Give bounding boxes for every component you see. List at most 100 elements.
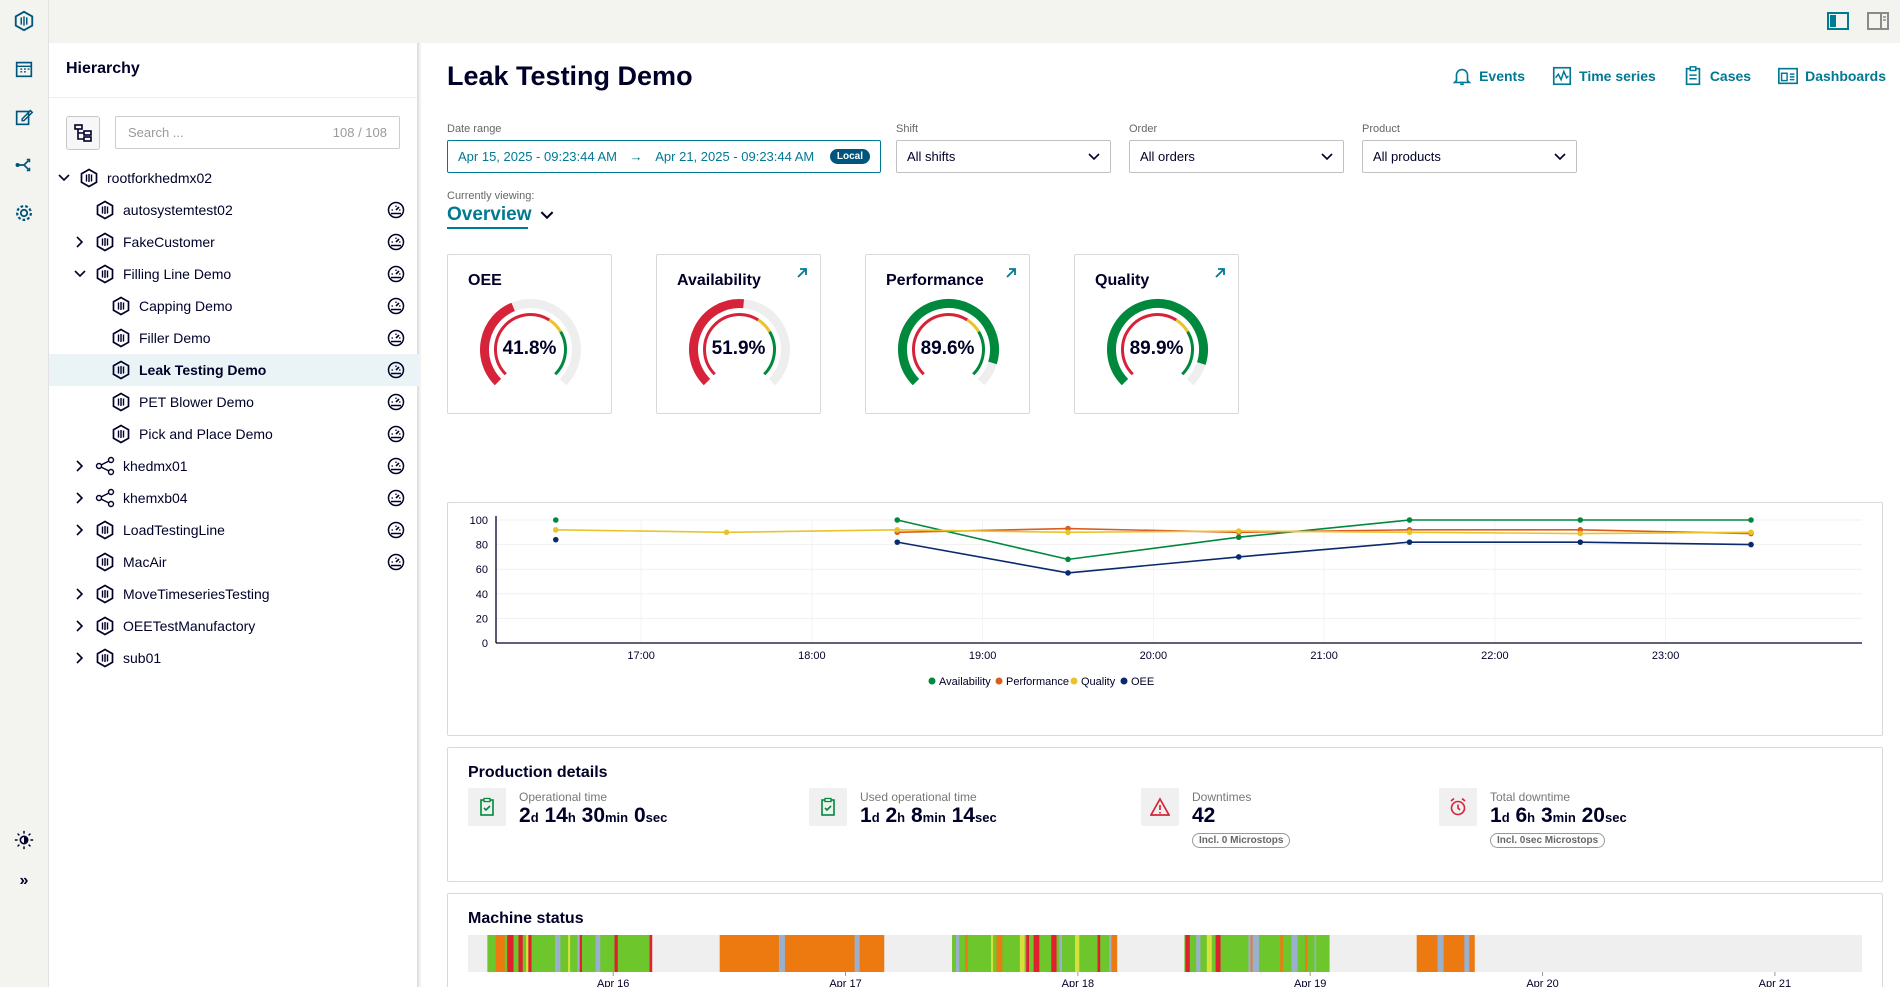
data-point-availability (552, 517, 559, 523)
data-point-oee (552, 536, 559, 543)
stat-number: 6 (1515, 804, 1528, 827)
dashboard-gauge-icon[interactable] (387, 457, 405, 475)
date-range-picker[interactable]: Apr 15, 2025 - 09:23:44 AM → Apr 21, 202… (447, 140, 881, 173)
edit-icon[interactable] (12, 105, 36, 129)
chevron-right-icon[interactable] (73, 651, 87, 665)
status-stripe (1111, 935, 1118, 972)
expand-rail-icon[interactable]: » (19, 872, 29, 889)
tree-node[interactable]: Capping Demo (49, 290, 419, 322)
asset-icon (95, 552, 115, 572)
kpi-title: OEE (468, 272, 502, 289)
sidebar-layout-icon[interactable] (1826, 10, 1850, 35)
dashboard-gauge-icon[interactable] (387, 393, 405, 411)
chevron-right-icon[interactable] (73, 459, 87, 473)
chevron-right-icon[interactable] (73, 587, 87, 601)
tree-node[interactable]: MacAir (49, 546, 419, 578)
order-select[interactable]: All orders (1129, 140, 1344, 173)
legend-label: Quality (1081, 676, 1116, 688)
dashboard-gauge-icon[interactable] (387, 425, 405, 443)
chevron-right-icon[interactable] (73, 523, 87, 537)
chevron-down-icon[interactable] (73, 267, 87, 281)
status-stripe (507, 935, 514, 972)
stat-number: 1 (1490, 804, 1502, 827)
kpi-title: Availability (677, 272, 761, 289)
tree-node[interactable]: khemxb04 (49, 482, 419, 514)
dashboard-gauge-icon[interactable] (387, 361, 405, 379)
time-series-link[interactable]: Time series (1551, 65, 1656, 87)
tree-node[interactable]: Filling Line Demo (49, 258, 419, 290)
asset-icon (95, 200, 115, 220)
external-link-arrow-icon[interactable] (794, 265, 810, 281)
dashboard-gauge-icon[interactable] (387, 521, 405, 539)
chevron-right-icon[interactable] (73, 235, 87, 249)
day-label: Apr 18 (1062, 978, 1094, 987)
shift-select[interactable]: All shifts (896, 140, 1111, 173)
dashboard-gauge-icon[interactable] (387, 489, 405, 507)
kpi-card-availability[interactable]: Availability 51.9% (656, 254, 821, 414)
chevron-down-icon[interactable] (57, 171, 71, 185)
dashboard-gauge-icon[interactable] (387, 265, 405, 283)
external-link-arrow-icon[interactable] (1212, 265, 1228, 281)
events-link[interactable]: Events (1451, 65, 1525, 87)
view-selector[interactable]: Overview (447, 204, 554, 229)
tree-node-label: OEETestManufactory (123, 618, 256, 634)
kpi-gauge (898, 299, 999, 386)
stat-unit: min (922, 810, 946, 825)
dashboard-gauge-icon[interactable] (387, 553, 405, 571)
date-from: Apr 15, 2025 - 09:23:44 AM (458, 149, 617, 164)
product-value: All products (1373, 149, 1441, 164)
tree-node[interactable]: khedmx01 (49, 450, 419, 482)
theme-toggle-icon[interactable] (12, 828, 36, 852)
legend-swatch (995, 677, 1003, 685)
chevron-down-icon (1321, 152, 1333, 160)
legend-item-oee: OEE (1120, 676, 1154, 688)
x-tick-label: 18:00 (798, 650, 826, 662)
dashboard-gauge-icon[interactable] (387, 233, 405, 251)
dashboard-gauge-icon[interactable] (387, 297, 405, 315)
dashboard-gauge-icon[interactable] (387, 329, 405, 347)
legend-item-availability: Availability (928, 676, 991, 688)
tree-view-button[interactable] (66, 116, 100, 150)
tree-node[interactable]: FakeCustomer (49, 226, 419, 258)
tree-node[interactable]: MoveTimeseriesTesting (49, 578, 419, 610)
stat-label: Total downtime (1490, 790, 1571, 804)
calendar-icon[interactable] (12, 57, 36, 81)
tree-node-label: rootforkhedmx02 (107, 170, 213, 186)
status-stripe (1196, 935, 1201, 972)
tree-node[interactable]: rootforkhedmx02 (49, 162, 419, 194)
tree-node[interactable]: LoadTestingLine (49, 514, 419, 546)
search-input[interactable]: Search ... 108 / 108 (115, 116, 400, 149)
status-stripe (1280, 935, 1283, 972)
tree-node[interactable]: OEETestManufactory (49, 610, 419, 642)
machine-status-timeline: Apr 16 Apr 17 Apr 18 Apr 19 Apr 20 Apr 21 (468, 935, 1862, 987)
kpi-card-performance[interactable]: Performance 89.6% (865, 254, 1030, 414)
tree-node[interactable]: Leak Testing Demo (49, 354, 419, 386)
chevron-right-icon[interactable] (73, 491, 87, 505)
data-point-availability (1406, 517, 1413, 523)
dashboard-gauge-icon[interactable] (387, 201, 405, 219)
app-logo-icon[interactable] (12, 9, 36, 33)
cases-link[interactable]: Cases (1682, 65, 1751, 87)
tree-node-label: PET Blower Demo (139, 394, 254, 410)
dashboards-link[interactable]: Dashboards (1777, 65, 1886, 87)
stat-number: 14 (544, 804, 568, 827)
product-select[interactable]: All products (1362, 140, 1577, 173)
alarm-icon (1439, 788, 1477, 826)
hierarchy-panel: Hierarchy Search ... 108 / 108 rootforkh… (49, 43, 419, 987)
tree-node[interactable]: Pick and Place Demo (49, 418, 419, 450)
kpi-card-quality[interactable]: Quality 89.9% (1074, 254, 1239, 414)
tree-node[interactable]: Filler Demo (49, 322, 419, 354)
tree-node-label: khemxb04 (123, 490, 188, 506)
settings-icon[interactable] (12, 201, 36, 225)
tree-node-label: Leak Testing Demo (139, 362, 267, 378)
tree-node[interactable]: sub01 (49, 642, 419, 674)
tree-node[interactable]: PET Blower Demo (49, 386, 419, 418)
panel-right-icon[interactable] (1866, 10, 1890, 35)
kpi-value: 89.9% (1129, 338, 1184, 359)
day-label: Apr 19 (1294, 978, 1326, 987)
chevron-right-icon[interactable] (73, 619, 87, 633)
external-link-arrow-icon[interactable] (1003, 265, 1019, 281)
workflow-icon[interactable] (12, 153, 36, 177)
data-point-oee (1406, 539, 1413, 545)
tree-node[interactable]: autosystemtest02 (49, 194, 419, 226)
